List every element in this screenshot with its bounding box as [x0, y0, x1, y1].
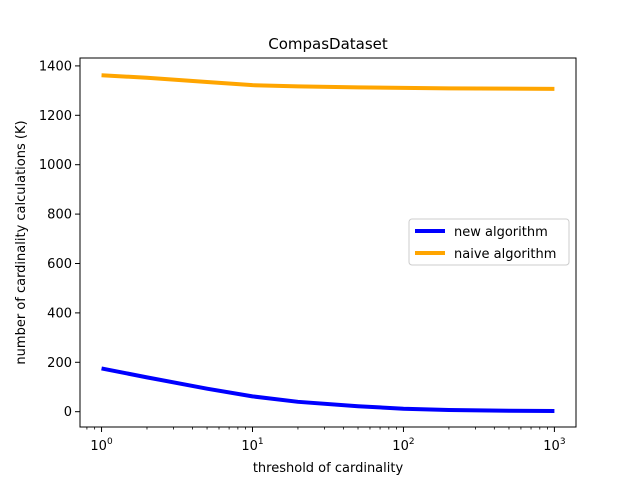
series-lines: [101, 73, 555, 413]
x-tick-label: 101: [241, 437, 263, 454]
x-tick-label: 102: [392, 437, 414, 454]
y-tick-label: 0: [64, 405, 72, 420]
y-tick-label: 800: [47, 208, 72, 223]
y-tick-label: 1000: [39, 158, 72, 173]
y-tick-label: 400: [47, 306, 72, 321]
y-axis-label: number of cardinality calculations (K): [14, 120, 29, 364]
y-tick-label: 200: [47, 356, 72, 371]
plot-frame: [79, 57, 577, 428]
y-tick-label: 1200: [39, 109, 72, 124]
x-tick-label: 100: [90, 437, 113, 454]
legend-box: [408, 218, 570, 266]
x-tick-label: 103: [543, 437, 565, 454]
series-line-naive-algorithm: [101, 73, 555, 91]
x-axis-label: threshold of cardinality: [253, 461, 404, 476]
y-tick-label: 1400: [39, 59, 72, 74]
legend-label-new-algorithm: new algorithm: [454, 225, 548, 240]
y-tick-label: 600: [47, 257, 72, 272]
chart-title: CompasDataset: [268, 35, 388, 53]
series-line-new-algorithm: [101, 366, 555, 413]
legend-label-naive-algorithm: naive algorithm: [454, 247, 556, 262]
legend: new algorithm naive algorithm: [408, 218, 570, 266]
axis-ticks: 100 101 102 103 0 200 400 600 800 1000 1200 1400: [39, 59, 566, 454]
